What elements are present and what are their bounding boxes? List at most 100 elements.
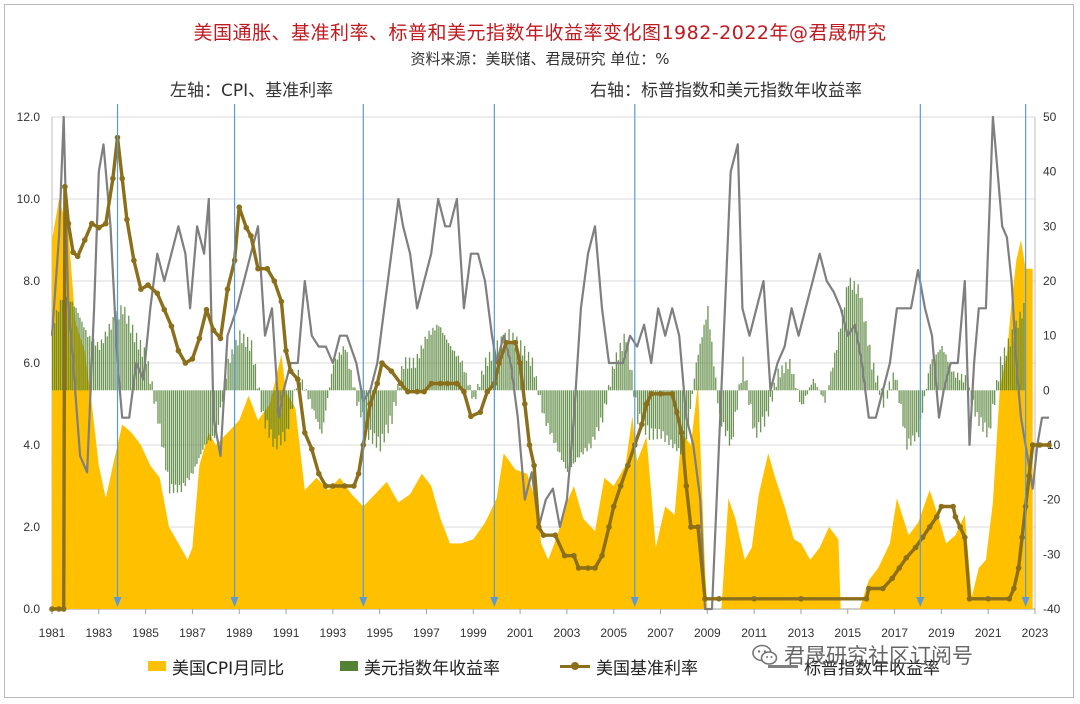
usd-bar bbox=[157, 390, 159, 424]
usd-bar bbox=[802, 390, 805, 405]
usd-bar bbox=[695, 362, 697, 391]
usd-bar bbox=[387, 390, 389, 434]
usd-bar bbox=[204, 390, 206, 445]
usd-bar bbox=[748, 390, 750, 405]
usd-bar bbox=[213, 390, 216, 438]
usd-bar bbox=[816, 387, 818, 391]
usd-bar bbox=[830, 371, 832, 391]
y-right-tick-label: 0 bbox=[1043, 383, 1050, 397]
usd-bar bbox=[565, 390, 567, 469]
x-tick-label: 1995 bbox=[366, 626, 393, 640]
usd-bar bbox=[777, 368, 779, 391]
usd-bar bbox=[761, 390, 764, 417]
usd-bar bbox=[890, 389, 892, 391]
usd-bar bbox=[689, 390, 692, 409]
usd-bar bbox=[200, 390, 202, 455]
rate-marker bbox=[468, 413, 474, 420]
usd-bar bbox=[957, 372, 959, 391]
usd-bar bbox=[697, 354, 699, 391]
usd-bar bbox=[477, 383, 479, 391]
usd-bar bbox=[904, 390, 906, 429]
usd-bar bbox=[122, 314, 124, 391]
usd-bar bbox=[504, 332, 506, 391]
usd-bar bbox=[923, 390, 926, 397]
usd-bar bbox=[424, 336, 426, 391]
watermark-text: 君晟研究社区订阅号 bbox=[784, 644, 973, 668]
usd-bar bbox=[407, 368, 409, 391]
usd-bar bbox=[598, 390, 600, 432]
rate-marker bbox=[82, 237, 88, 243]
usd-bar bbox=[61, 300, 64, 391]
rate-marker bbox=[323, 483, 329, 489]
rate-marker bbox=[70, 249, 76, 256]
usd-bar bbox=[54, 323, 56, 391]
usd-bar bbox=[241, 343, 243, 391]
usd-bar bbox=[282, 390, 284, 432]
usd-bar bbox=[525, 360, 528, 391]
rate-marker bbox=[643, 401, 650, 407]
usd-bar bbox=[927, 373, 929, 391]
usd-bar bbox=[344, 349, 346, 391]
usd-bar bbox=[321, 390, 323, 434]
usd-bar bbox=[305, 389, 307, 391]
usd-bar bbox=[1009, 346, 1011, 391]
usd-bar bbox=[656, 390, 658, 440]
usd-bar bbox=[516, 336, 518, 391]
x-tick-label: 1991 bbox=[273, 626, 300, 640]
rate-marker bbox=[351, 483, 357, 489]
x-tick-label: 2021 bbox=[975, 626, 1002, 640]
vertical-marker-arrow bbox=[230, 597, 239, 607]
usd-bar bbox=[937, 352, 939, 391]
usd-bar bbox=[391, 390, 393, 425]
rate-marker bbox=[933, 514, 940, 520]
usd-bar bbox=[77, 313, 79, 391]
usd-bar bbox=[670, 390, 672, 440]
usd-bar bbox=[683, 390, 686, 458]
usd-bar bbox=[260, 390, 262, 413]
usd-bar bbox=[184, 390, 186, 486]
usd-bar bbox=[153, 390, 155, 404]
rate-marker bbox=[271, 278, 278, 284]
usd-bar bbox=[717, 390, 719, 404]
usd-bar bbox=[319, 390, 321, 430]
wechat-icon bbox=[752, 644, 778, 665]
rate-marker bbox=[889, 575, 895, 582]
usd-bar bbox=[188, 390, 190, 480]
x-tick-label: 2013 bbox=[788, 626, 815, 640]
usd-bar bbox=[746, 380, 748, 391]
rate-marker bbox=[575, 565, 582, 571]
usd-bar bbox=[237, 345, 239, 391]
usd-bar bbox=[738, 384, 740, 391]
usd-bar bbox=[202, 390, 204, 450]
x-tick-label: 1993 bbox=[320, 626, 347, 640]
usd-bar bbox=[475, 390, 477, 400]
legend-swatch-sp500 bbox=[768, 664, 798, 668]
y-left-tick-label: 2.0 bbox=[23, 520, 40, 534]
usd-bar bbox=[1007, 338, 1009, 391]
usd-bar bbox=[605, 390, 608, 405]
usd-bar bbox=[332, 364, 335, 391]
rate-marker bbox=[610, 503, 617, 510]
usd-bar bbox=[736, 390, 738, 410]
usd-bar bbox=[225, 378, 227, 391]
usd-bar bbox=[379, 390, 381, 452]
usd-bar bbox=[707, 305, 709, 391]
usd-bar bbox=[483, 374, 485, 391]
usd-bar bbox=[219, 390, 221, 408]
usd-bar bbox=[611, 366, 614, 391]
x-tick-label: 1981 bbox=[39, 626, 66, 640]
x-tick-label: 2009 bbox=[694, 626, 721, 640]
usd-bar bbox=[485, 357, 487, 391]
usd-bar bbox=[531, 357, 534, 391]
usd-bar bbox=[147, 361, 149, 391]
usd-bar bbox=[660, 390, 662, 439]
usd-bar bbox=[438, 326, 440, 391]
chart-legend: 美国CPI月同比 美元指数年收益率 美国基准利率 标普指数年收益率 bbox=[0, 651, 1080, 681]
usd-bar bbox=[724, 390, 727, 437]
usd-bar bbox=[728, 390, 731, 446]
usd-bar bbox=[360, 390, 362, 418]
rate-marker bbox=[866, 585, 872, 592]
rate-marker bbox=[49, 606, 55, 612]
usd-bar bbox=[467, 385, 469, 391]
usd-bar bbox=[861, 297, 863, 391]
